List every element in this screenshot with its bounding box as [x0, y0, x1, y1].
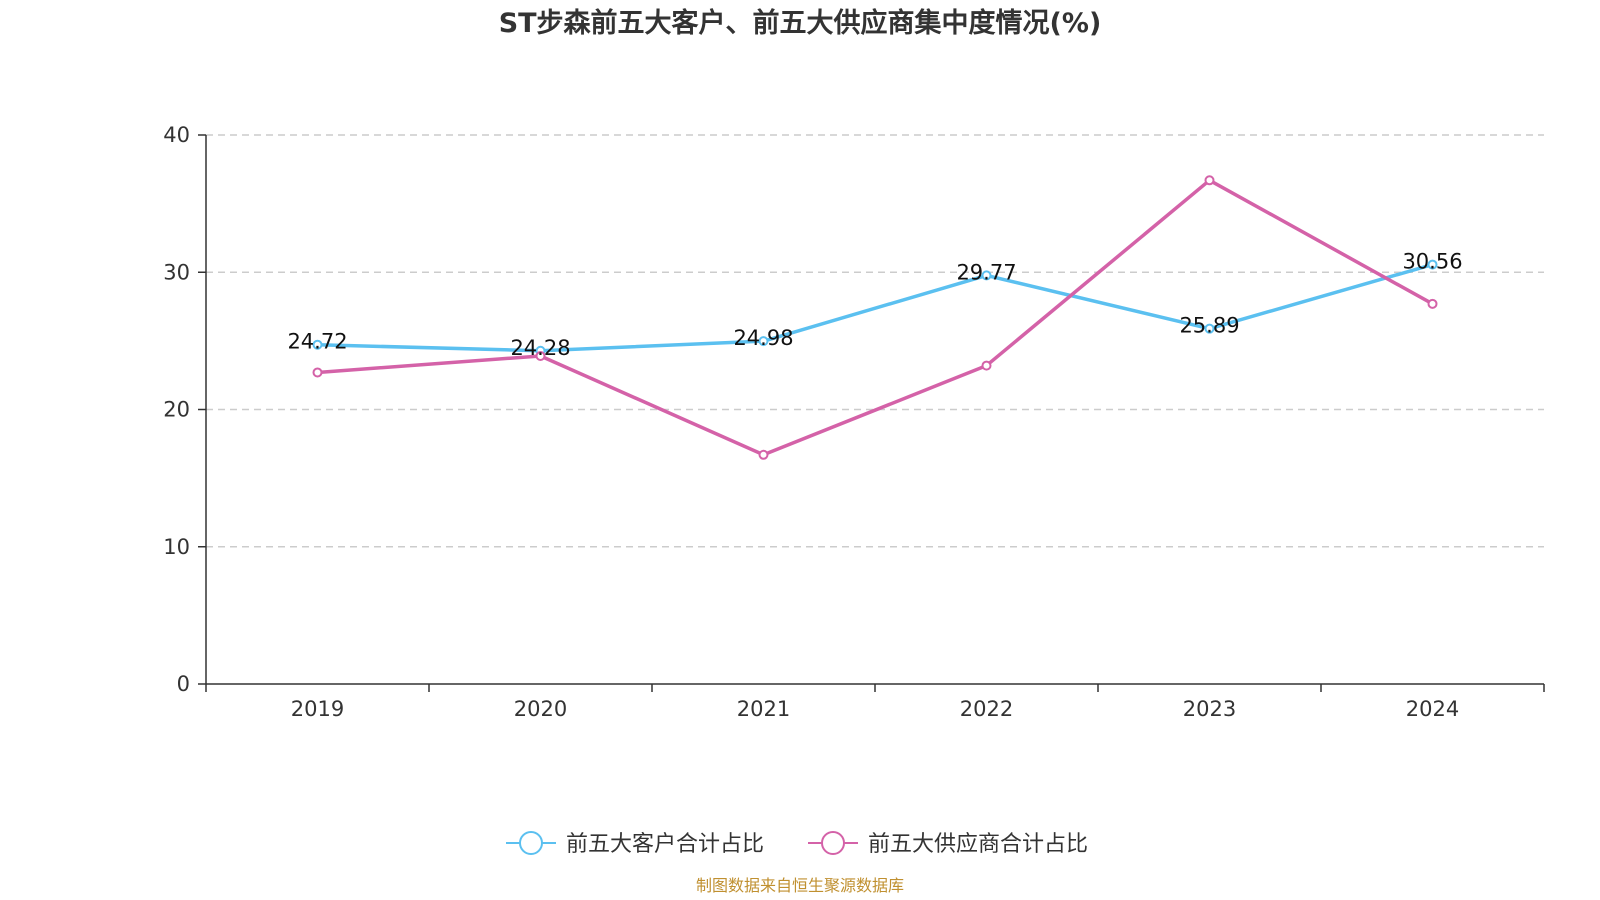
series-2-point [1427, 298, 1438, 309]
series-2-point [1204, 175, 1215, 186]
x-tick-label: 2020 [514, 697, 567, 721]
data-label: 24.28 [510, 336, 570, 360]
series-1-point [981, 270, 992, 281]
y-tick-label: 40 [163, 123, 190, 147]
series-2-point [981, 360, 992, 371]
legend-label: 前五大供应商合计占比 [868, 832, 1088, 857]
axes: 0 10 20 30 40 2019 2020 2021 2022 2023 2024 [163, 123, 1545, 721]
data-label: 24.98 [733, 326, 793, 350]
series-1-line [317, 262, 1433, 353]
source-note: 制图数据来自恒生聚源数据库 [696, 876, 904, 895]
y-tick-label: 30 [163, 260, 190, 284]
x-tick-label: 2021 [737, 697, 790, 721]
legend-item-1[interactable]: 前五大客户合计占比 [506, 831, 764, 857]
y-tick-label: 20 [163, 398, 190, 422]
x-tick-label: 2022 [960, 697, 1013, 721]
series-1-point [312, 339, 323, 350]
series-1-point [758, 336, 769, 347]
x-tick-label: 2019 [291, 697, 344, 721]
series-2-point [535, 350, 546, 361]
data-label: 30.56 [1402, 250, 1462, 274]
series-2-line [317, 178, 1434, 457]
series-1-point [1204, 323, 1215, 334]
x-tick-label: 2024 [1406, 697, 1459, 721]
legend-marker-icon [519, 831, 543, 855]
data-labels: 24.72 24.28 24.98 29.77 25.89 30.56 [287, 250, 1462, 360]
legend-item-2[interactable]: 前五大供应商合计占比 [808, 831, 1088, 857]
x-tick-label: 2023 [1183, 697, 1236, 721]
series [312, 175, 1438, 460]
series-2-point [312, 367, 323, 378]
grid [206, 134, 1544, 548]
legend[interactable]: 前五大客户合计占比 前五大供应商合计占比 [506, 831, 1088, 857]
data-label: 25.89 [1179, 314, 1239, 338]
y-tick-label: 0 [177, 672, 190, 696]
data-label: 24.72 [287, 330, 347, 354]
legend-label: 前五大客户合计占比 [566, 832, 764, 857]
series-1-point [1427, 259, 1438, 270]
series-2-point [758, 449, 769, 460]
data-label: 29.77 [956, 260, 1016, 284]
chart-title: ST步森前五大客户、前五大供应商集中度情况(%) [499, 7, 1102, 39]
y-tick-label: 10 [163, 535, 190, 559]
legend-marker-icon [821, 831, 845, 855]
